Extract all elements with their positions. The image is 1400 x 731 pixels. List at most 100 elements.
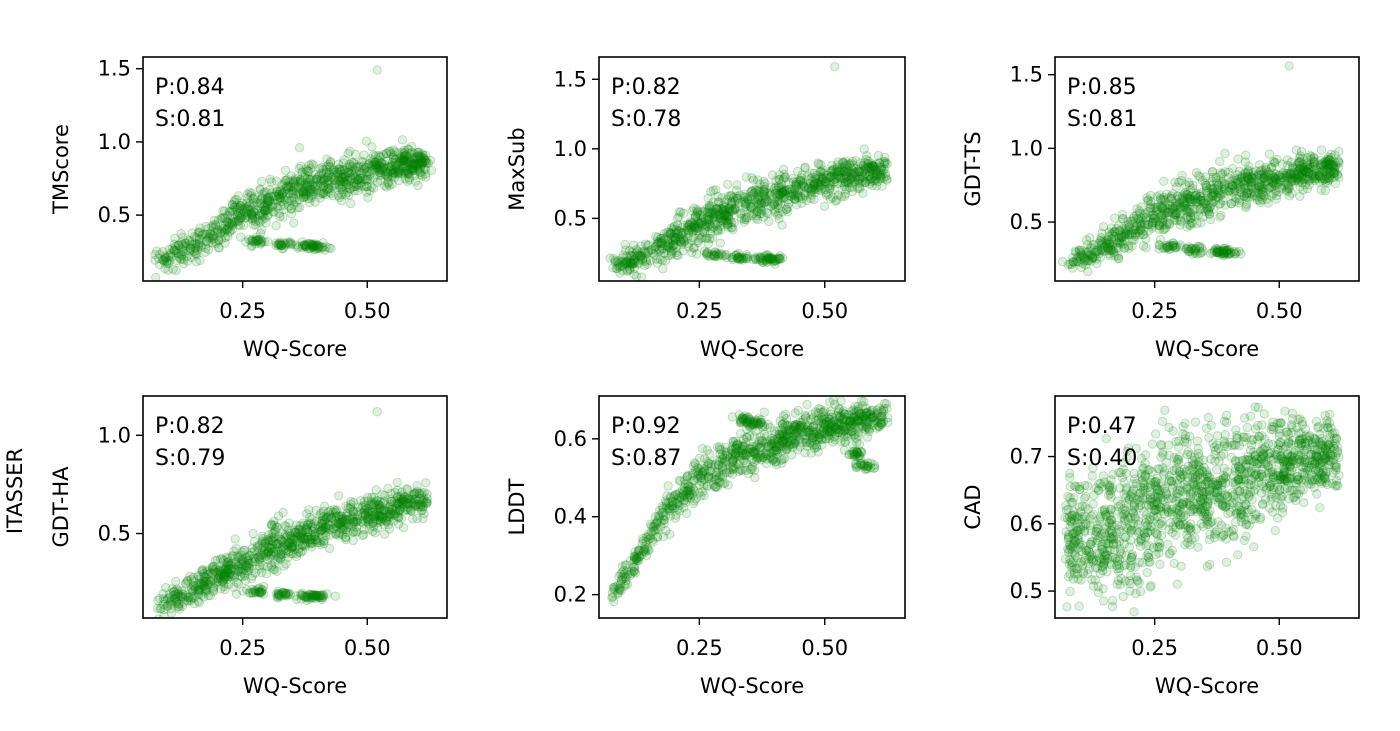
- data-point: [395, 153, 405, 164]
- data-point: [339, 172, 350, 183]
- data-point: [641, 255, 651, 265]
- data-point: [622, 256, 632, 266]
- data-point: [637, 247, 647, 257]
- data-point: [836, 177, 846, 188]
- data-point: [788, 189, 799, 199]
- data-point: [665, 229, 675, 240]
- y-tick-label: 1.5: [1010, 63, 1043, 87]
- data-point: [359, 182, 370, 192]
- data-point: [636, 241, 646, 251]
- data-point: [367, 160, 377, 170]
- data-point: [608, 263, 618, 273]
- data-point: [416, 169, 426, 180]
- data-point: [219, 223, 229, 234]
- data-point: [297, 186, 307, 197]
- data-point: [667, 248, 677, 259]
- data-point: [860, 158, 870, 168]
- data-point: [296, 161, 306, 172]
- data-point: [882, 175, 892, 185]
- data-point: [262, 205, 272, 215]
- data-point: [630, 254, 640, 264]
- cluster-point: [708, 249, 718, 260]
- data-point: [799, 181, 809, 192]
- data-point: [678, 220, 689, 231]
- data-point: [849, 176, 859, 187]
- data-point: [351, 162, 361, 173]
- data-point: [741, 215, 752, 225]
- data-point: [793, 192, 804, 203]
- data-point: [743, 195, 753, 205]
- data-point: [740, 189, 750, 199]
- data-point: [387, 170, 397, 180]
- data-point: [723, 480, 733, 490]
- data-point: [610, 257, 620, 267]
- data-point: [386, 162, 396, 172]
- data-point: [1325, 159, 1335, 169]
- data-point: [645, 256, 656, 266]
- data-point: [813, 158, 823, 168]
- data-point: [399, 148, 409, 159]
- data-point: [399, 156, 409, 166]
- data-point: [253, 201, 264, 211]
- data-point: [717, 217, 727, 228]
- data-point: [715, 212, 725, 222]
- data-point: [185, 243, 196, 253]
- data-point: [227, 216, 237, 227]
- data-point: [351, 181, 361, 191]
- data-point: [364, 166, 374, 177]
- cluster-point: [308, 239, 318, 249]
- data-point: [720, 206, 731, 216]
- data-point: [160, 253, 171, 264]
- data-point: [843, 178, 854, 188]
- data-point: [877, 181, 887, 191]
- data-point: [319, 168, 329, 179]
- data-point: [711, 207, 721, 218]
- data-point: [238, 204, 248, 215]
- data-point: [338, 172, 348, 183]
- data-point: [773, 183, 784, 193]
- data-point: [233, 208, 244, 218]
- data-point: [1333, 163, 1344, 173]
- data-point: [638, 255, 648, 266]
- data-point: [1282, 180, 1293, 190]
- data-point: [313, 180, 323, 191]
- data-point: [679, 236, 690, 247]
- data-point: [752, 206, 762, 216]
- data-point: [284, 201, 294, 211]
- data-point: [1110, 227, 1120, 237]
- data-point: [387, 179, 397, 189]
- data-point: [846, 163, 856, 174]
- data-point: [286, 182, 296, 192]
- cluster-point: [742, 251, 752, 262]
- data-point: [241, 198, 252, 209]
- data-point: [325, 162, 335, 172]
- data-point: [185, 244, 196, 254]
- data-point: [173, 240, 184, 250]
- data-point: [1196, 187, 1207, 198]
- data-point: [1085, 249, 1096, 259]
- data-point: [330, 175, 340, 186]
- data-point: [264, 196, 274, 207]
- data-point: [881, 174, 892, 184]
- data-point: [719, 206, 729, 216]
- data-point: [809, 194, 819, 205]
- data-point: [847, 186, 857, 197]
- data-point: [737, 213, 747, 224]
- data-point: [348, 157, 358, 168]
- data-point: [378, 150, 389, 160]
- data-point: [274, 193, 285, 204]
- data-point: [864, 171, 874, 181]
- data-point: [173, 240, 183, 251]
- cluster-point: [247, 235, 258, 245]
- data-point: [1098, 222, 1109, 232]
- data-point: [746, 187, 756, 197]
- data-point: [755, 195, 766, 205]
- cluster-point: [309, 240, 319, 251]
- data-point: [846, 430, 857, 440]
- data-point: [277, 180, 287, 190]
- data-point: [194, 239, 204, 250]
- data-point: [705, 219, 715, 229]
- data-point: [409, 154, 419, 165]
- data-point: [720, 209, 730, 220]
- data-point: [747, 186, 758, 196]
